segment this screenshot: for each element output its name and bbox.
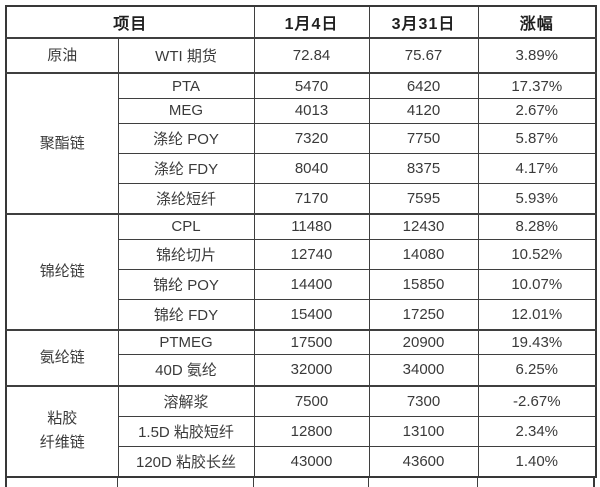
table-row: 锦纶 FDY 15400 17250 12.01% — [6, 298, 597, 331]
item-cell: MEG — [117, 98, 255, 124]
group-cell: 粘胶 纤维链 — [5, 384, 119, 478]
table-row: 涤纶短纤 7170 7595 5.93% — [6, 182, 597, 215]
change-cell: 17.37% — [477, 72, 597, 100]
price-jan4-cell: 7500 — [253, 384, 370, 417]
price-jan4-cell: 8040 — [253, 152, 370, 184]
price-table: 项目 1月4日 3月31日 涨幅 原油 WTI 期货 72.84 75.67 3… — [5, 5, 598, 478]
price-jan4-cell: 7320 — [253, 122, 370, 154]
column-divider-stub — [117, 478, 118, 487]
header-change: 涨幅 — [477, 5, 597, 39]
table-header-row: 项目 1月4日 3月31日 涨幅 — [5, 5, 597, 39]
group-cell: 氨纶链 — [5, 328, 119, 387]
column-divider-stub — [253, 478, 254, 487]
item-cell: WTI 期货 — [117, 36, 255, 74]
table-left-border-stub — [5, 478, 7, 487]
price-mar31-cell: 12430 — [368, 212, 479, 240]
item-cell: 锦纶 POY — [117, 268, 255, 300]
change-cell: 5.93% — [477, 182, 597, 215]
change-cell: -2.67% — [477, 384, 597, 417]
price-jan4-cell: 14400 — [253, 268, 370, 300]
price-mar31-cell: 20900 — [368, 328, 479, 356]
price-jan4-cell: 5470 — [253, 72, 370, 100]
item-cell: 涤纶短纤 — [117, 182, 255, 215]
item-cell: 锦纶切片 — [117, 238, 255, 270]
price-mar31-cell: 8375 — [368, 152, 479, 184]
table-row: 粘胶 纤维链 溶解浆 7500 7300 -2.67% — [5, 384, 597, 478]
change-cell: 10.07% — [477, 268, 597, 300]
item-cell: 40D 氨纶 — [117, 354, 255, 387]
price-mar31-cell: 4120 — [368, 98, 479, 124]
table-right-border-stub — [593, 478, 595, 487]
change-cell: 8.28% — [477, 212, 597, 240]
item-cell: PTMEG — [117, 328, 255, 356]
price-mar31-cell: 7300 — [368, 384, 479, 417]
table-row: 1.5D 粘胶短纤 12800 13100 2.34% — [6, 415, 597, 447]
price-jan4-cell: 12740 — [253, 238, 370, 270]
group-cell: 锦纶链 — [5, 212, 119, 331]
table-row: 40D 氨纶 32000 34000 6.25% — [6, 354, 597, 387]
change-cell: 12.01% — [477, 298, 597, 331]
item-cell: CPL — [117, 212, 255, 240]
price-jan4-cell: 7170 — [253, 182, 370, 215]
price-mar31-cell: 15850 — [368, 268, 479, 300]
item-cell: 涤纶 FDY — [117, 152, 255, 184]
price-mar31-cell: 6420 — [368, 72, 479, 100]
group-cell: 原油 — [5, 36, 119, 74]
change-cell: 6.25% — [477, 354, 597, 387]
price-jan4-cell: 72.84 — [253, 36, 370, 74]
price-mar31-cell: 75.67 — [368, 36, 479, 74]
table-row: 聚酯链 PTA 5470 6420 17.37% — [5, 72, 597, 215]
item-cell: 溶解浆 — [117, 384, 255, 417]
item-cell: 锦纶 FDY — [117, 298, 255, 331]
cropped-next-row — [5, 478, 595, 487]
column-divider-stub — [368, 478, 369, 487]
price-mar31-cell: 17250 — [368, 298, 479, 331]
item-cell: 涤纶 POY — [117, 122, 255, 154]
table-row: 氨纶链 PTMEG 17500 20900 19.43% — [5, 328, 597, 387]
price-jan4-cell: 32000 — [253, 354, 370, 387]
price-mar31-cell: 43600 — [368, 445, 479, 478]
column-divider-stub — [477, 478, 478, 487]
change-cell: 2.34% — [477, 415, 597, 447]
table-row: 涤纶 POY 7320 7750 5.87% — [6, 122, 597, 154]
price-mar31-cell: 34000 — [368, 354, 479, 387]
price-jan4-cell: 15400 — [253, 298, 370, 331]
table-row: 120D 粘胶长丝 43000 43600 1.40% — [6, 445, 597, 478]
price-mar31-cell: 13100 — [368, 415, 479, 447]
price-jan4-cell: 43000 — [253, 445, 370, 478]
table-row: 原油 WTI 期货 72.84 75.67 3.89% — [5, 36, 597, 74]
change-cell: 3.89% — [477, 36, 597, 74]
price-jan4-cell: 12800 — [253, 415, 370, 447]
price-jan4-cell: 4013 — [253, 98, 370, 124]
change-cell: 2.67% — [477, 98, 597, 124]
price-mar31-cell: 7595 — [368, 182, 479, 215]
header-date1: 1月4日 — [253, 5, 370, 39]
change-cell: 4.17% — [477, 152, 597, 184]
change-cell: 1.40% — [477, 445, 597, 478]
table-row: MEG 4013 4120 2.67% — [6, 98, 597, 124]
item-cell: 120D 粘胶长丝 — [117, 445, 255, 478]
table-row: 锦纶 POY 14400 15850 10.07% — [6, 268, 597, 300]
price-mar31-cell: 14080 — [368, 238, 479, 270]
table-row: 锦纶链 CPL 11480 12430 8.28% — [5, 212, 597, 331]
group-cell: 聚酯链 — [5, 72, 119, 215]
change-cell: 19.43% — [477, 328, 597, 356]
table-row: 锦纶切片 12740 14080 10.52% — [6, 238, 597, 270]
change-cell: 5.87% — [477, 122, 597, 154]
table-row: 涤纶 FDY 8040 8375 4.17% — [6, 152, 597, 184]
change-cell: 10.52% — [477, 238, 597, 270]
price-jan4-cell: 11480 — [253, 212, 370, 240]
header-date2: 3月31日 — [368, 5, 479, 39]
item-cell: 1.5D 粘胶短纤 — [117, 415, 255, 447]
price-jan4-cell: 17500 — [253, 328, 370, 356]
price-mar31-cell: 7750 — [368, 122, 479, 154]
header-item: 项目 — [5, 5, 255, 39]
item-cell: PTA — [117, 72, 255, 100]
